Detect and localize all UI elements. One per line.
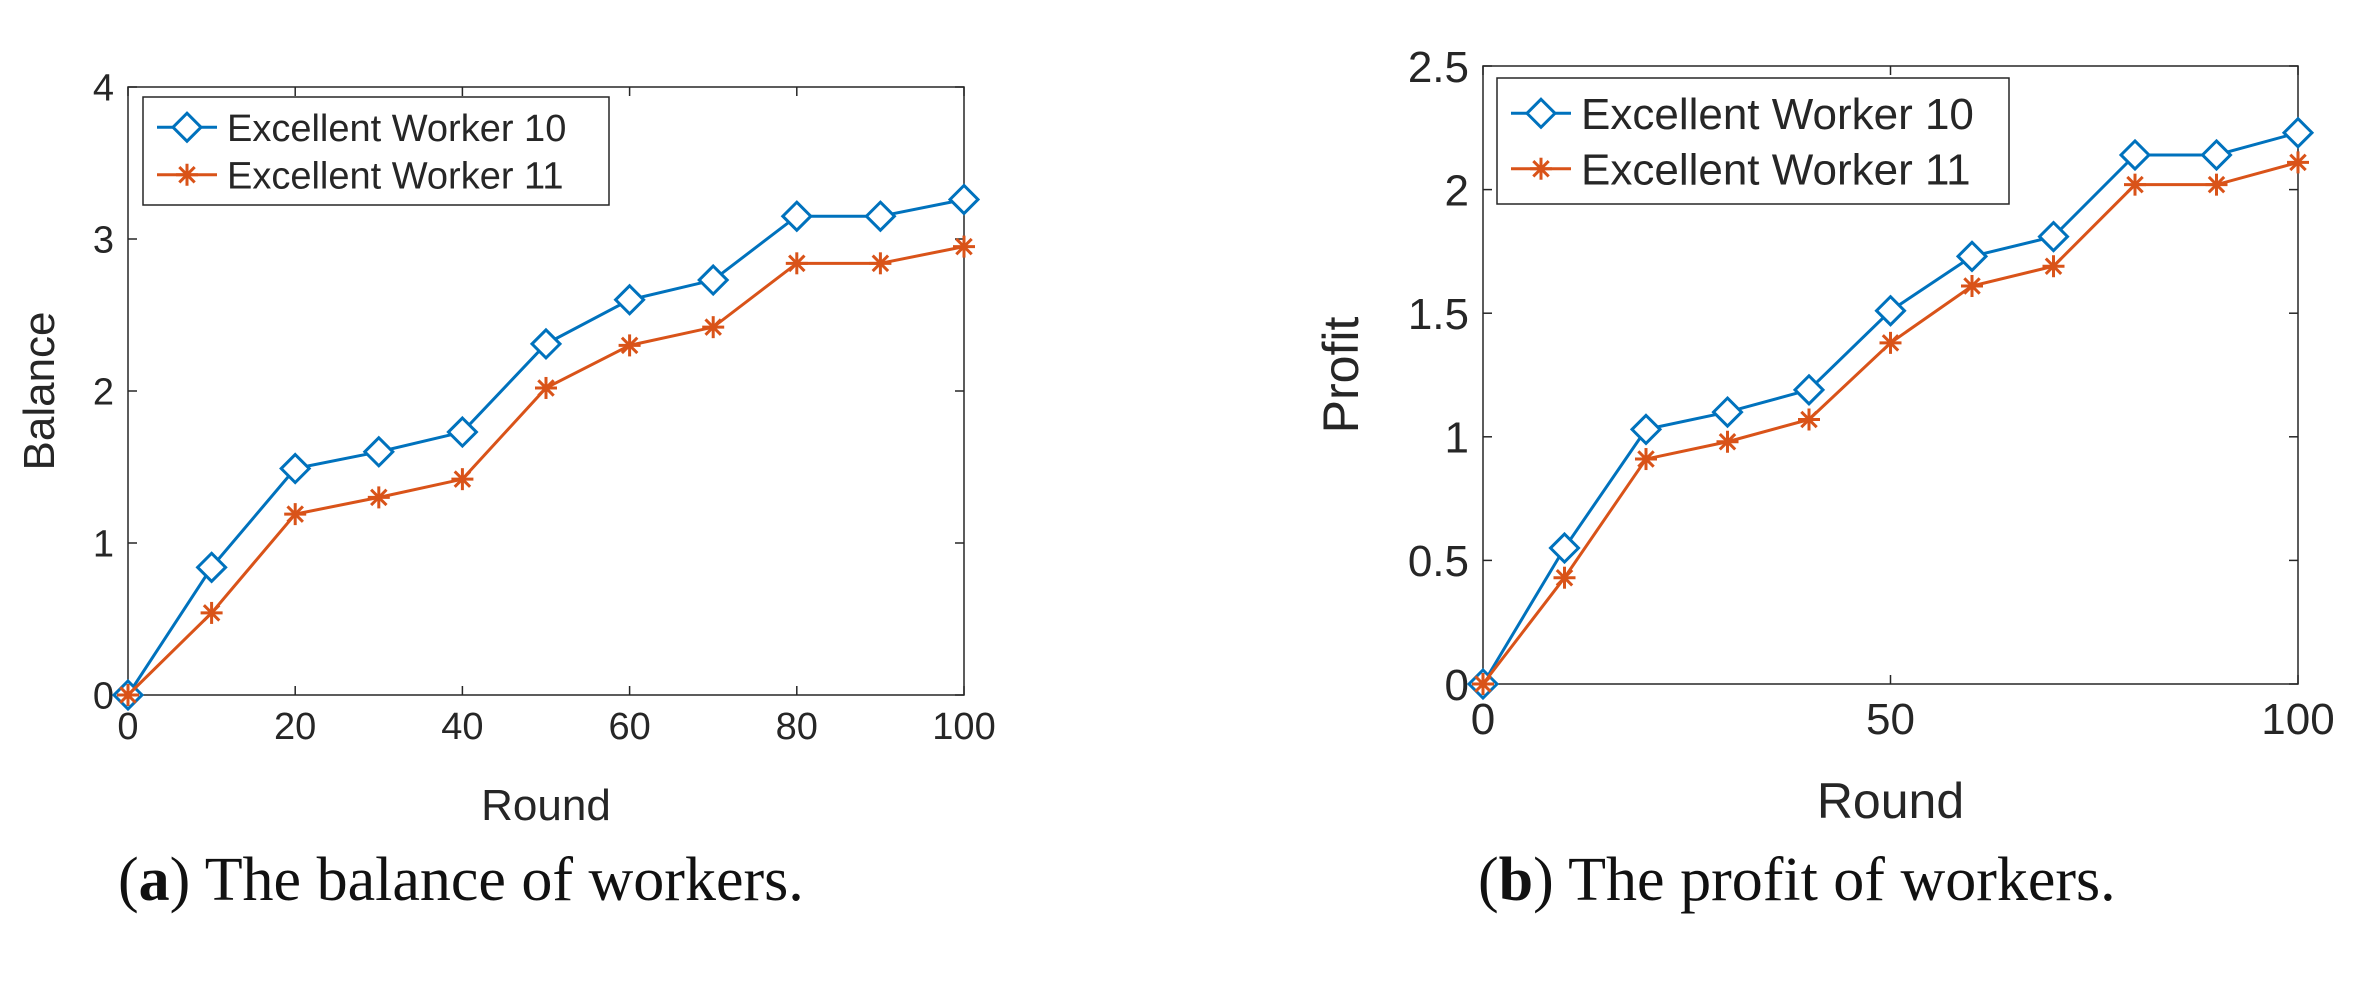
data-point-series-2 bbox=[1553, 566, 1576, 589]
x-tick-label: 60 bbox=[608, 706, 650, 748]
data-point-series-1 bbox=[2037, 220, 2070, 253]
legend-box bbox=[142, 96, 610, 206]
data-point-series-1 bbox=[1711, 395, 1744, 429]
caption-b: (b) The profit of workers. bbox=[1478, 846, 2116, 914]
data-point-series-2 bbox=[1879, 331, 1902, 354]
data-point-series-2 bbox=[2042, 255, 2065, 278]
y-tick-label: 2 bbox=[1445, 166, 1469, 215]
legend-label-1: Excellent Worker 10 bbox=[227, 108, 566, 150]
legend-box bbox=[1496, 77, 2010, 205]
data-point-series-1 bbox=[2200, 138, 2233, 172]
data-point-series-1 bbox=[446, 415, 479, 449]
x-axis-label: Round bbox=[1817, 773, 1964, 829]
x-tick-label: 0 bbox=[1471, 695, 1495, 744]
y-tick-label: 0 bbox=[1445, 661, 1469, 710]
data-point-series-2 bbox=[284, 503, 307, 526]
x-tick-label: 100 bbox=[932, 706, 995, 748]
caption-a: (a) The balance of workers. bbox=[118, 846, 804, 914]
x-tick-label: 40 bbox=[441, 706, 483, 748]
data-point-series-2 bbox=[869, 252, 892, 275]
legend-marker-2 bbox=[176, 163, 198, 186]
y-tick-label: 0 bbox=[93, 676, 114, 718]
x-tick-label: 100 bbox=[2261, 695, 2334, 744]
legend-label-1: Excellent Worker 10 bbox=[1581, 90, 1974, 139]
data-point-series-1 bbox=[947, 183, 981, 216]
data-point-series-1 bbox=[780, 200, 813, 233]
data-point-series-1 bbox=[613, 283, 646, 316]
legend: Excellent Worker 10 Excellent Worker 11 bbox=[142, 96, 610, 206]
data-point-series-2 bbox=[953, 235, 975, 258]
data-point-series-2 bbox=[1635, 448, 1657, 471]
legend-marker-1 bbox=[170, 111, 204, 144]
data-point-series-1 bbox=[1792, 373, 1826, 406]
data-point-series-2 bbox=[2205, 173, 2228, 196]
chart-balance: 0 20 40 60 80 100 0 1 2 3 4 Round Balance Excellent W… bbox=[15, 68, 996, 830]
y-tick-label: 1.5 bbox=[1408, 290, 1469, 339]
data-point-series-2 bbox=[2124, 173, 2146, 196]
data-point-series-2 bbox=[1961, 275, 1983, 298]
x-tick-label: 50 bbox=[1866, 695, 1915, 744]
x-tick-label: 20 bbox=[274, 706, 316, 748]
data-point-series-2 bbox=[1472, 673, 1494, 695]
data-point-series-2 bbox=[367, 486, 390, 509]
data-point-series-1 bbox=[697, 263, 730, 297]
y-tick-label: 1 bbox=[93, 524, 114, 566]
data-point-series-2 bbox=[117, 684, 139, 706]
legend-label-2: Excellent Worker 11 bbox=[227, 155, 564, 197]
data-point-series-1 bbox=[2281, 116, 2315, 149]
data-point-series-1 bbox=[529, 327, 563, 361]
chart-profit: 0 50 100 0 0.5 1 1.5 2 2.5 Round Profit Excellent W… bbox=[1313, 43, 2335, 829]
data-point-series-1 bbox=[279, 452, 312, 485]
data-point-series-2 bbox=[200, 601, 223, 624]
legend-marker-2 bbox=[1530, 157, 1552, 180]
y-tick-label: 2 bbox=[93, 372, 114, 414]
data-point-series-2 bbox=[618, 334, 641, 357]
y-axis-label: Balance bbox=[15, 311, 64, 470]
y-tick-label: 1 bbox=[1445, 414, 1469, 463]
x-tick-label: 80 bbox=[776, 706, 818, 748]
data-point-series-1 bbox=[1874, 294, 1907, 327]
legend: Excellent Worker 10 Excellent Worker 11 bbox=[1496, 77, 2010, 205]
data-point-series-2 bbox=[1716, 430, 1739, 453]
x-axis-label: Round bbox=[481, 781, 611, 830]
data-point-series-1 bbox=[1548, 531, 1581, 565]
data-point-series-1 bbox=[195, 551, 228, 584]
data-point-series-1 bbox=[2118, 138, 2152, 172]
legend-label-2: Excellent Worker 11 bbox=[1581, 146, 1971, 195]
y-tick-label: 0.5 bbox=[1408, 537, 1469, 586]
data-point-series-2 bbox=[785, 252, 808, 275]
data-point-series-1 bbox=[1955, 240, 1989, 273]
data-point-series-1 bbox=[362, 435, 395, 468]
data-point-series-1 bbox=[864, 200, 897, 233]
y-tick-label: 2.5 bbox=[1408, 43, 1469, 92]
data-point-series-2 bbox=[702, 316, 725, 339]
data-point-series-1 bbox=[1629, 413, 1663, 446]
data-point-series-2 bbox=[535, 376, 557, 399]
x-tick-label: 0 bbox=[117, 706, 138, 748]
y-axis-label: Profit bbox=[1313, 317, 1369, 434]
y-tick-label: 4 bbox=[93, 68, 114, 110]
data-point-series-2 bbox=[451, 468, 474, 491]
data-point-series-2 bbox=[1798, 408, 1820, 431]
legend-marker-1 bbox=[1524, 97, 1558, 130]
y-tick-label: 3 bbox=[93, 220, 114, 262]
data-point-series-2 bbox=[2287, 151, 2309, 174]
